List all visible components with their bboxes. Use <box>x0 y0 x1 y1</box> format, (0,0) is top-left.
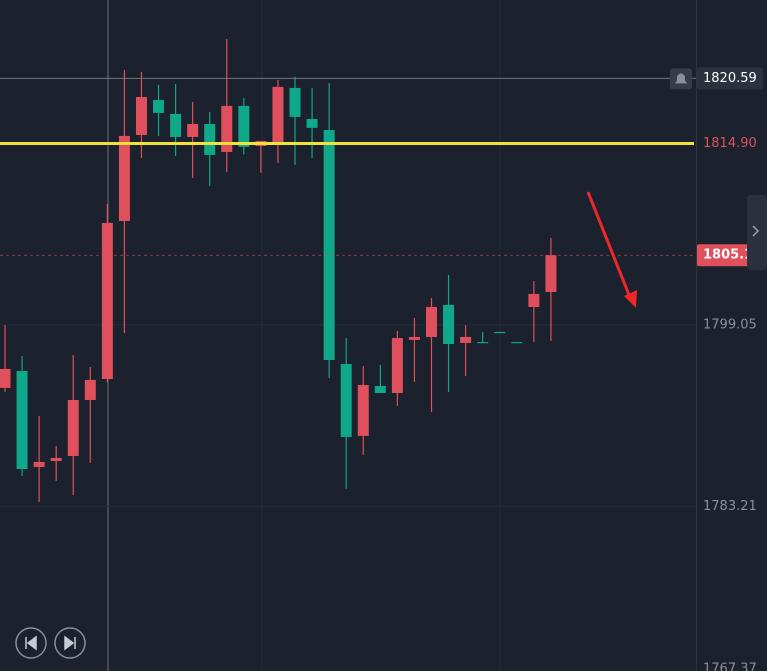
candle-body <box>460 336 472 343</box>
candle-body <box>135 96 147 136</box>
candle-body <box>16 370 28 470</box>
candle-body <box>50 458 62 461</box>
arrow-head <box>624 290 637 308</box>
y-tick-label: 1799.05 <box>703 317 757 332</box>
candle-body <box>477 342 489 344</box>
candle-body <box>426 306 437 337</box>
candle-body <box>357 384 369 436</box>
candle-body <box>67 399 79 456</box>
candle-body <box>494 331 506 334</box>
candle-body <box>221 105 233 152</box>
candle-body <box>187 124 199 137</box>
candle-body <box>391 338 403 393</box>
plot: 1799.051783.211767.371820.591814.901805.… <box>0 38 763 671</box>
candle-body <box>511 342 523 344</box>
candle-body <box>545 255 557 292</box>
candle-body <box>0 368 11 388</box>
candle-body <box>443 304 455 344</box>
candle-body <box>238 105 250 147</box>
candle-body <box>153 99 165 113</box>
arrow-shaft <box>586 191 633 301</box>
price-label-box <box>697 244 763 267</box>
candle-body <box>289 87 301 117</box>
price-label: 1814.90 <box>703 136 757 151</box>
candle-body <box>118 135 130 221</box>
candle-body <box>306 118 318 128</box>
candle-body <box>272 86 284 143</box>
candle-body <box>528 293 540 307</box>
candle-body <box>374 385 386 393</box>
candle-body <box>340 364 352 437</box>
candle-body <box>170 113 182 137</box>
candle-body <box>101 222 113 380</box>
icon <box>25 635 37 651</box>
bell-icon <box>675 73 687 84</box>
candle-body <box>84 379 96 400</box>
y-tick-label: 1783.21 <box>703 499 757 514</box>
price-label: 1820.59 <box>703 71 757 86</box>
scroll-left-button[interactable] <box>15 627 47 659</box>
candle-body <box>204 124 216 155</box>
candle-body <box>323 129 335 361</box>
candle-body <box>408 336 420 340</box>
y-tick-label: 1767.37 <box>703 662 757 671</box>
icon <box>64 635 76 651</box>
candle-body <box>33 461 45 467</box>
price-label-box <box>697 67 763 90</box>
scroll-right-button[interactable] <box>54 627 86 659</box>
chevron-icon <box>752 225 760 237</box>
